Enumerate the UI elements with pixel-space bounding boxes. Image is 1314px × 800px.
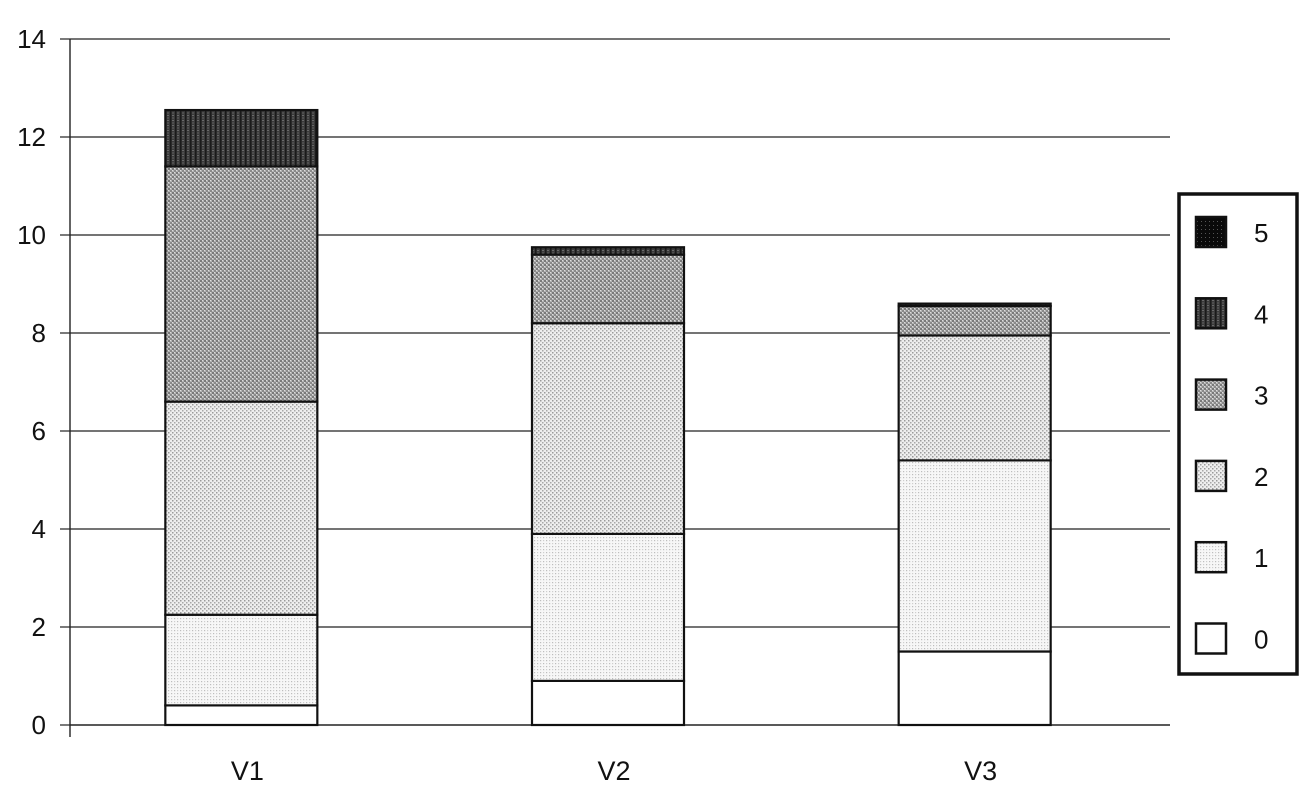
y-tick-label: 2 — [32, 612, 46, 642]
bar-segment-v3-0 — [897, 650, 1052, 727]
legend-swatch-5 — [1194, 215, 1228, 249]
y-tick-label: 10 — [17, 220, 46, 250]
x-category-labels: V1 V2 V3 — [231, 756, 997, 786]
legend-label-0: 0 — [1254, 625, 1268, 655]
bar-segment-v1-4 — [164, 108, 319, 168]
legend-swatch-4 — [1194, 297, 1228, 330]
bar-segment-v3-1 — [897, 459, 1052, 653]
legend-label-1: 1 — [1254, 543, 1268, 573]
bar-segment-v1-3 — [164, 165, 319, 403]
x-category-label: V1 — [231, 756, 264, 786]
bar-segment-v3-2 — [897, 334, 1052, 462]
bar-segment-v1-2 — [164, 400, 319, 616]
y-tick-label: 0 — [32, 710, 46, 740]
bar-segment-v2-2 — [530, 322, 686, 536]
bar-segment-v2-3 — [530, 253, 686, 325]
y-tick-label: 14 — [17, 24, 46, 54]
bar-segment-v3-3 — [897, 304, 1052, 337]
legend-swatch-1 — [1194, 540, 1228, 574]
y-tick-label: 8 — [32, 318, 46, 348]
bar-segment-v1-0 — [164, 704, 319, 727]
y-tick-labels: 0 2 4 6 8 10 12 14 — [17, 24, 46, 740]
bar-segment-v2-1 — [530, 532, 686, 683]
y-tick-label: 6 — [32, 416, 46, 446]
bars — [164, 108, 1052, 727]
y-tick-label: 4 — [32, 514, 46, 544]
legend-label-2: 2 — [1254, 462, 1268, 492]
bar-segment-v1-1 — [164, 613, 319, 707]
legend: 5 4 3 2 1 0 — [1177, 192, 1299, 676]
legend-label-5: 5 — [1254, 218, 1268, 248]
legend-box — [1177, 192, 1299, 676]
legend-swatch-2 — [1194, 459, 1228, 493]
bar-segment-v2-4 — [530, 246, 686, 256]
legend-label-4: 4 — [1254, 299, 1268, 329]
y-tick-label: 12 — [17, 122, 46, 152]
bar-segment-v2-0 — [530, 679, 686, 727]
legend-swatch-3 — [1194, 378, 1228, 411]
legend-swatch-0 — [1194, 622, 1228, 655]
bar-segment-v3-4 — [897, 302, 1052, 308]
x-category-label: V3 — [964, 756, 997, 786]
legend-label-3: 3 — [1254, 381, 1268, 411]
x-category-label: V2 — [597, 756, 630, 786]
